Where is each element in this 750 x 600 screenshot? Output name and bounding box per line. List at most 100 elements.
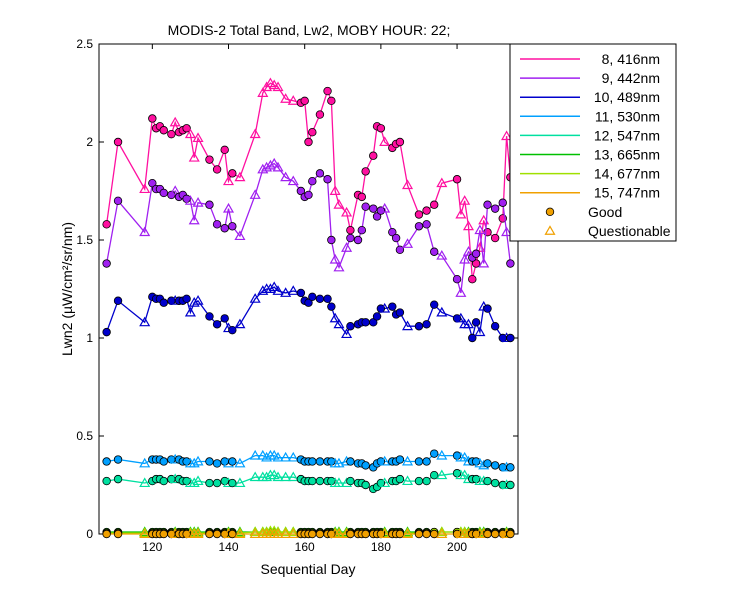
- point-questionable: [249, 526, 261, 537]
- point-questionable: [139, 477, 151, 488]
- point-questionable: [402, 475, 414, 486]
- point-questionable: [329, 185, 341, 195]
- point-good: [430, 449, 439, 458]
- point-good: [102, 529, 111, 539]
- point-good: [430, 471, 439, 480]
- series-1: [102, 157, 515, 297]
- point-good: [212, 320, 222, 329]
- point-good: [506, 259, 515, 268]
- point-questionable: [192, 528, 204, 538]
- point-questionable: [257, 285, 269, 295]
- point-questionable: [474, 326, 486, 337]
- point-good: [308, 529, 317, 539]
- point-good: [372, 312, 382, 321]
- point-questionable: [280, 93, 292, 103]
- point-questionable: [184, 195, 196, 205]
- series-7: [102, 528, 515, 539]
- point-good: [327, 235, 336, 245]
- point-good: [506, 463, 515, 472]
- point-questionable: [329, 312, 341, 323]
- point-good: [205, 529, 214, 539]
- point-questionable: [249, 471, 261, 482]
- point-questionable: [272, 471, 284, 482]
- point-good: [506, 480, 515, 490]
- point-questionable: [333, 261, 345, 272]
- point-good: [388, 227, 397, 237]
- series-layer: [102, 77, 515, 539]
- point-good: [422, 220, 431, 229]
- point-questionable: [329, 253, 341, 264]
- point-good: [422, 529, 431, 539]
- point-questionable: [341, 242, 353, 252]
- point-good: [361, 202, 370, 211]
- point-questionable: [333, 199, 345, 209]
- point-good: [148, 178, 157, 188]
- point-good: [361, 480, 370, 490]
- point-questionable: [436, 528, 448, 538]
- series-4: [102, 469, 515, 494]
- point-questionable: [402, 179, 414, 190]
- point-questionable: [257, 163, 269, 174]
- point-questionable: [501, 226, 513, 237]
- chart-title: MODIS-2 Total Band, Lw2, MOBY HOUR: 22;: [168, 22, 451, 38]
- legend-label: 13, 665nm: [594, 147, 660, 163]
- point-good: [422, 457, 431, 466]
- point-good: [148, 114, 157, 123]
- point-good: [159, 476, 168, 486]
- x-tick-label: 200: [447, 540, 467, 554]
- point-good: [422, 320, 431, 329]
- point-good: [506, 529, 515, 539]
- point-good: [490, 322, 500, 331]
- x-tick-label: 160: [295, 540, 315, 554]
- point-questionable: [192, 197, 204, 207]
- point-questionable: [184, 128, 196, 139]
- point-questionable: [192, 132, 204, 143]
- x-tick-label: 120: [142, 540, 162, 554]
- legend-label: 14, 677nm: [594, 166, 660, 182]
- point-good: [308, 127, 317, 137]
- point-questionable: [249, 189, 261, 199]
- point-good: [113, 474, 123, 484]
- point-questionable: [287, 526, 299, 537]
- point-questionable: [169, 116, 181, 127]
- point-questionable: [280, 528, 292, 538]
- point-questionable: [264, 283, 276, 293]
- point-good: [323, 175, 332, 184]
- point-questionable: [287, 95, 299, 105]
- point-good: [498, 198, 507, 207]
- point-questionable: [459, 253, 471, 264]
- point-questionable: [341, 206, 353, 217]
- point-good: [471, 249, 481, 258]
- point-good: [395, 529, 405, 539]
- point-good: [430, 300, 439, 309]
- point-good: [361, 529, 370, 539]
- point-questionable: [261, 451, 273, 462]
- point-questionable: [379, 202, 391, 213]
- point-questionable: [280, 287, 292, 297]
- point-good: [490, 204, 500, 213]
- point-good: [430, 247, 439, 256]
- point-good: [182, 124, 191, 133]
- point-questionable: [379, 302, 391, 313]
- point-questionable: [139, 528, 151, 538]
- point-good: [490, 478, 500, 488]
- point-good: [228, 222, 237, 231]
- point-good: [430, 200, 439, 209]
- point-questionable: [436, 306, 448, 317]
- point-questionable: [462, 246, 475, 256]
- point-good: [468, 333, 477, 343]
- point-good: [315, 476, 325, 486]
- point-good: [205, 478, 214, 488]
- point-good: [388, 302, 397, 311]
- series-3: [102, 449, 515, 472]
- point-good: [346, 457, 355, 466]
- point-questionable: [280, 526, 292, 537]
- point-good: [296, 186, 306, 196]
- point-good: [430, 529, 439, 539]
- point-good: [353, 235, 363, 245]
- legend-label: 15, 747nm: [594, 185, 660, 201]
- y-tick-label: 1: [86, 331, 93, 345]
- point-questionable: [188, 457, 200, 468]
- point-questionable: [169, 185, 181, 195]
